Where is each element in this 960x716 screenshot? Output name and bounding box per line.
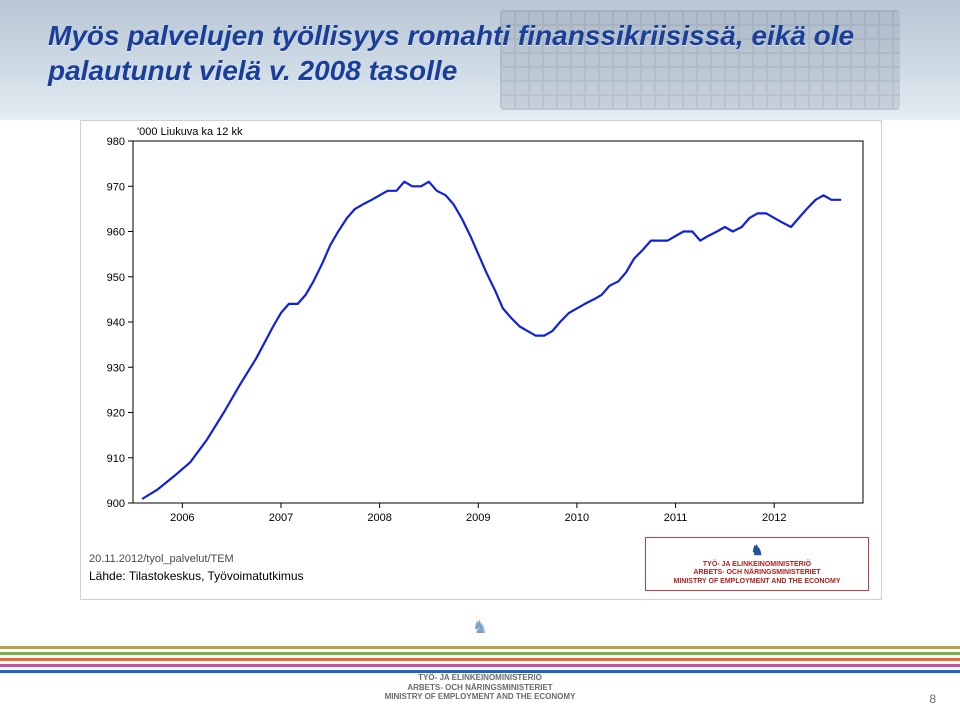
svg-text:900: 900 — [107, 498, 125, 510]
ministry-logo-box: ♞ TYÖ- JA ELINKEINOMINISTERIÖ ARBETS- OC… — [645, 537, 869, 591]
footer-line2: ARBETS- OCH NÄRINGSMINISTERIET — [0, 683, 960, 693]
svg-text:980: 980 — [107, 136, 125, 148]
ministry-line3: MINISTRY OF EMPLOYMENT AND THE ECONOMY — [652, 578, 862, 586]
svg-text:2012: 2012 — [762, 512, 786, 524]
footer-stripes — [0, 646, 960, 676]
svg-text:2008: 2008 — [367, 512, 391, 524]
slide-title: Myös palvelujen työllisyys romahti finan… — [48, 18, 900, 88]
lion-icon: ♞ — [652, 542, 862, 559]
svg-text:940: 940 — [107, 317, 125, 329]
chart-source-text: Lähde: Tilastokeskus, Työvoimatutkimus — [89, 569, 304, 583]
svg-text:2010: 2010 — [565, 512, 589, 524]
svg-text:'000 Liukuva ka 12 kk: '000 Liukuva ka 12 kk — [137, 126, 243, 138]
line-chart: 900 910 920 930 940 950 960 970 980 2006 2007 2008 2… — [80, 120, 882, 600]
svg-text:2009: 2009 — [466, 512, 490, 524]
svg-text:930: 930 — [107, 362, 125, 374]
svg-text:950: 950 — [107, 272, 125, 284]
footer-lion-icon: ♞ — [465, 612, 495, 642]
ministry-line1: TYÖ- JA ELINKEINOMINISTERIÖ — [652, 561, 862, 569]
footer-ministry-text: TYÖ- JA ELINKEINOMINISTERIÖ ARBETS- OCH … — [0, 673, 960, 702]
svg-text:920: 920 — [107, 408, 125, 420]
footer-line1: TYÖ- JA ELINKEINOMINISTERIÖ — [0, 673, 960, 683]
ministry-line2: ARBETS- OCH NÄRINGSMINISTERIET — [652, 569, 862, 577]
svg-text:970: 970 — [107, 181, 125, 193]
chart-svg: 900 910 920 930 940 950 960 970 980 2006 2007 2008 2… — [81, 121, 881, 531]
svg-text:910: 910 — [107, 453, 125, 465]
svg-text:2007: 2007 — [269, 512, 293, 524]
svg-text:2006: 2006 — [170, 512, 194, 524]
page-number: 8 — [929, 692, 936, 706]
svg-text:960: 960 — [107, 227, 125, 239]
svg-text:2011: 2011 — [664, 512, 688, 524]
footer-line3: MINISTRY OF EMPLOYMENT AND THE ECONOMY — [0, 692, 960, 702]
chart-source-date: 20.11.2012/tyol_palvelut/TEM — [89, 553, 234, 565]
